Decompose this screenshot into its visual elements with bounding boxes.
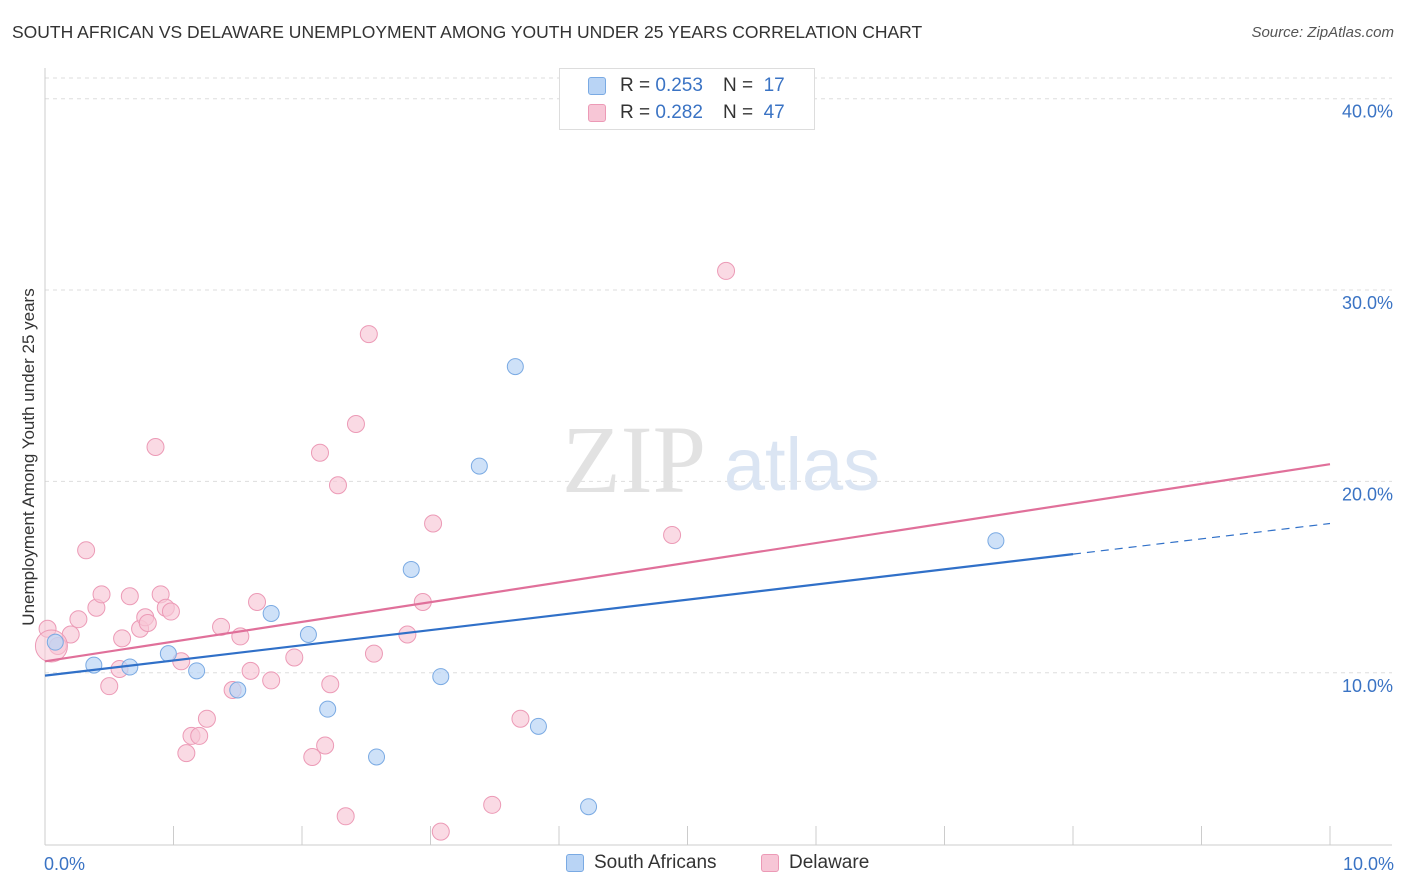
delaware-point <box>177 744 196 763</box>
south-africans-point <box>470 457 488 475</box>
n-label: N = <box>722 102 754 123</box>
legend-row-delaware: R = 0.282 N = 47 <box>620 100 785 126</box>
x-tick-label: 0.0% <box>44 854 85 874</box>
correlation-legend: R = 0.253 N = 17 R = 0.282 N = 47 <box>559 68 815 130</box>
delaware-point <box>262 671 281 690</box>
data-points <box>34 261 1005 841</box>
series-legend: South Africans Delaware <box>0 852 1406 878</box>
delaware-point <box>424 514 443 533</box>
trend-lines <box>44 463 1331 677</box>
south-africans-point <box>46 633 64 651</box>
south-africans-point <box>229 681 247 699</box>
r-value: 0.253 <box>655 75 703 96</box>
n-value: 17 <box>763 75 785 96</box>
grid-lines <box>45 77 1392 674</box>
delaware-point <box>346 415 365 434</box>
watermark: ZIP atlas <box>562 406 880 513</box>
south-africans-trend-extension <box>1072 522 1331 555</box>
delaware-point <box>336 807 355 826</box>
delaware-point <box>146 437 165 456</box>
delaware-point <box>303 747 322 766</box>
chart-title: SOUTH AFRICAN VS DELAWARE UNEMPLOYMENT A… <box>12 22 923 42</box>
south-africans-point <box>432 668 450 686</box>
legend-label: South Africans <box>594 852 717 873</box>
south-africans-point <box>529 717 547 735</box>
delaware-point <box>197 709 216 728</box>
legend-item-south-africans[interactable]: South Africans <box>566 852 717 874</box>
legend-swatch-pink <box>761 854 779 872</box>
r-value: 0.282 <box>655 102 703 123</box>
delaware-point <box>161 602 180 621</box>
south-africans-point <box>402 560 420 578</box>
y-tick-labels: 10.0% 20.0% 30.0% 40.0% <box>1342 102 1393 696</box>
south-africans-point <box>506 358 524 376</box>
delaware-point <box>100 677 119 696</box>
delaware-point <box>138 614 157 633</box>
delaware-trend-line <box>44 463 1331 663</box>
legend-row-south-africans: R = 0.253 N = 17 <box>620 73 785 99</box>
x-tick-labels: 0.0% 10.0% <box>44 854 1394 874</box>
delaware-point <box>77 541 96 560</box>
delaware-point <box>113 629 132 648</box>
legend-item-delaware[interactable]: Delaware <box>761 852 869 874</box>
delaware-point <box>328 476 347 495</box>
south-africans-point <box>987 532 1005 550</box>
south-africans-point <box>159 645 177 663</box>
south-africans-point <box>188 662 206 680</box>
delaware-point <box>359 325 378 344</box>
legend-swatch-pink <box>588 104 606 122</box>
watermark-zip: ZIP <box>562 406 706 513</box>
watermark-atlas: atlas <box>724 423 880 506</box>
delaware-point <box>316 736 335 755</box>
y-axis-label: Unemployment Among Youth under 25 years <box>19 288 38 625</box>
r-label: R = <box>620 102 651 123</box>
delaware-point <box>69 610 88 629</box>
delaware-point <box>248 592 267 611</box>
south-africans-point <box>319 700 337 718</box>
n-value: 47 <box>763 102 785 123</box>
delaware-point <box>511 709 530 728</box>
delaware-point <box>483 795 502 814</box>
delaware-point <box>310 443 329 462</box>
delaware-point <box>321 675 340 694</box>
n-label: N = <box>722 75 754 96</box>
legend-swatch-blue <box>588 77 606 95</box>
delaware-point <box>717 261 736 280</box>
delaware-point <box>364 644 383 663</box>
y-tick-label: 10.0% <box>1342 676 1393 696</box>
y-tick-label: 20.0% <box>1342 484 1393 504</box>
south-africans-point <box>368 748 386 766</box>
r-label: R = <box>620 75 651 96</box>
delaware-point <box>663 526 682 544</box>
legend-swatch-blue <box>566 854 584 872</box>
y-tick-label: 30.0% <box>1342 293 1393 313</box>
axes <box>44 68 1392 846</box>
delaware-point <box>120 587 139 606</box>
delaware-point <box>190 726 209 745</box>
y-tick-label: 40.0% <box>1342 102 1393 122</box>
delaware-point <box>241 661 260 680</box>
delaware-point <box>431 822 450 841</box>
delaware-point <box>92 585 111 604</box>
legend-label: Delaware <box>789 852 870 873</box>
south-africans-point <box>262 604 280 622</box>
south-africans-trend-line <box>44 553 1074 677</box>
delaware-point <box>285 648 304 667</box>
south-africans-point <box>299 626 317 644</box>
source-label: Source: ZipAtlas.com <box>1251 24 1394 41</box>
south-africans-point <box>580 798 598 816</box>
x-tick-label: 10.0% <box>1343 854 1394 874</box>
